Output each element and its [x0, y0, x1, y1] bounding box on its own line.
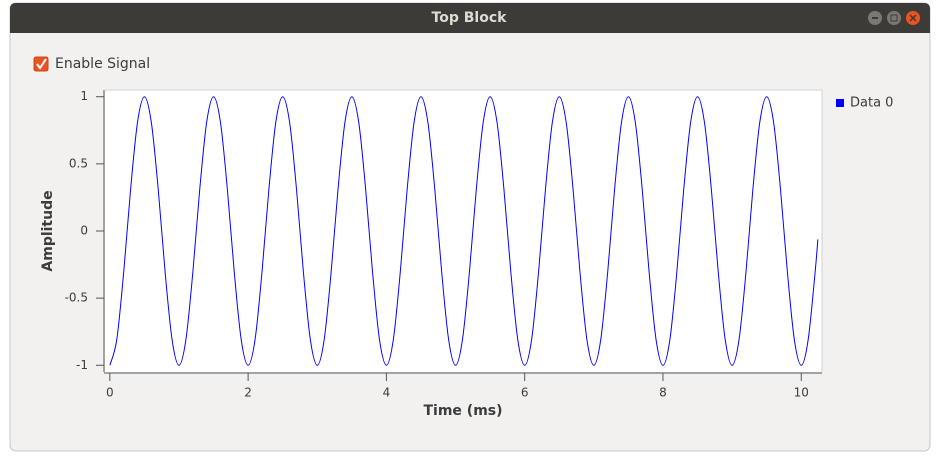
maximize-icon	[890, 14, 898, 22]
y-tick-label: 0.5	[69, 156, 88, 170]
x-tick-label: 4	[383, 386, 391, 400]
x-tick-label: 2	[244, 386, 252, 400]
x-tick-label: 0	[106, 386, 114, 400]
y-tick-label: -0.5	[65, 291, 88, 305]
window-title: Top Block	[432, 10, 508, 26]
legend-swatch	[836, 99, 844, 107]
y-tick-label: 1	[80, 89, 88, 103]
close-icon	[909, 14, 917, 22]
y-axis-label: Amplitude	[40, 190, 56, 271]
data-line	[109, 96, 819, 366]
title-bar	[10, 3, 930, 33]
plot-canvas	[105, 90, 822, 372]
maximize-button[interactable]	[887, 11, 901, 25]
checkbox[interactable]	[33, 56, 49, 72]
legend-label: Data 0	[850, 96, 893, 111]
y-tick-label: 0	[80, 224, 88, 238]
checkbox-check	[36, 58, 47, 70]
x-tick-label: 10	[794, 386, 809, 400]
minimize-icon	[872, 17, 878, 19]
x-axis-label: Time (ms)	[423, 403, 502, 419]
x-tick-label: 6	[521, 386, 529, 400]
checkbox-label[interactable]: Enable Signal	[55, 56, 150, 72]
y-tick-label: -1	[76, 358, 88, 372]
x-tick-label: 8	[659, 386, 667, 400]
